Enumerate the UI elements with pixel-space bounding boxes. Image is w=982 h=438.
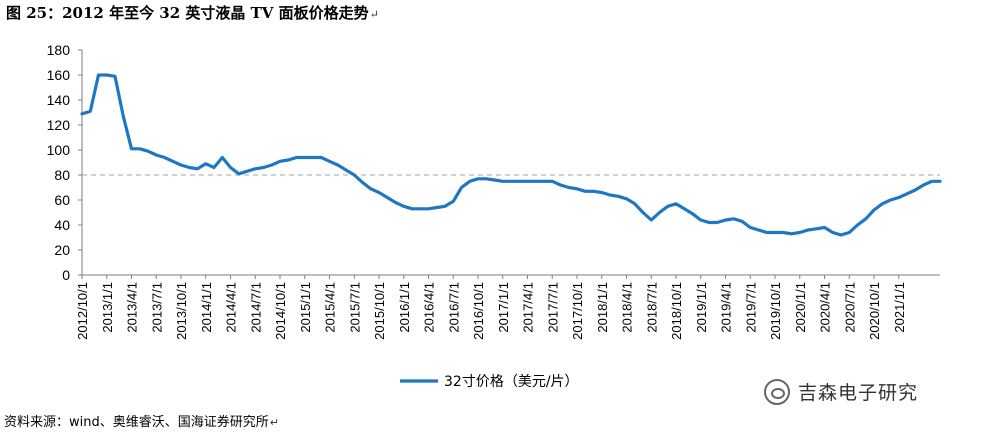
x-tick-label: 2015/4/1: [323, 282, 338, 333]
figure-title-text: 图 25：2012 年至今 32 英寸液晶 TV 面板价格走势: [6, 4, 369, 22]
y-tick-label: 60: [54, 192, 70, 208]
x-tick-label: 2014/10/1: [273, 282, 288, 340]
watermark-text: 吉森电子研究: [798, 382, 919, 404]
x-tick-label: 2016/7/1: [446, 282, 461, 333]
x-tick-label: 2013/4/1: [125, 282, 140, 333]
x-tick-label: 2014/7/1: [248, 282, 263, 333]
source-text: 资料来源：wind、奥维睿沃、国海证券研究所: [4, 415, 269, 430]
source-note: 资料来源：wind、奥维睿沃、国海证券研究所↵: [4, 411, 279, 430]
wechat-icon: [764, 378, 790, 405]
x-tick-label: 2018/4/1: [620, 282, 635, 333]
x-tick-label: 2013/10/1: [174, 282, 189, 340]
legend-label: 32寸价格（美元/片）: [444, 374, 579, 390]
x-tick-label: 2018/1/1: [595, 282, 610, 333]
figure-title: 图 25：2012 年至今 32 英寸液晶 TV 面板价格走势↵: [6, 2, 379, 23]
y-tick-label: 20: [54, 242, 70, 258]
source-paragraph-mark: ↵: [269, 416, 279, 429]
x-tick-label: 2015/1/1: [298, 282, 313, 333]
y-tick-label: 160: [47, 67, 71, 83]
x-tick-label: 2017/10/1: [570, 282, 585, 340]
y-tick-label: 120: [47, 117, 71, 133]
paragraph-mark: ↵: [369, 8, 379, 21]
x-tick-label: 2017/1/1: [496, 282, 511, 333]
series-group: [80, 73, 942, 237]
x-tick-label: 2020/7/1: [842, 282, 857, 333]
x-tick-label: 2015/7/1: [347, 282, 362, 333]
x-tick-label: 2015/10/1: [372, 282, 387, 340]
x-tick-label: 2012/10/1: [75, 282, 90, 340]
y-tick-label: 40: [54, 217, 70, 233]
y-tick-label: 80: [54, 167, 70, 183]
line-chart: 0 20 40 60 80 100 120 140 160 180 2012/10/1 2013/1…: [47, 42, 942, 390]
legend: 32寸价格（美元/片）: [400, 374, 579, 390]
x-tick-label: 2020/4/1: [818, 282, 833, 333]
x-tick-label: 2019/7/1: [743, 282, 758, 333]
x-tick-label: 2014/4/1: [224, 282, 239, 333]
y-tick-label: 0: [62, 267, 70, 283]
x-tick-label: 2019/10/1: [768, 282, 783, 340]
x-tick-label: 2016/4/1: [422, 282, 437, 333]
x-tick-label: 2017/7/1: [545, 282, 560, 333]
x-tick-label: 2016/10/1: [471, 282, 486, 340]
x-tick-label: 2021/1/1: [892, 282, 907, 333]
x-axis: 2012/10/1 2013/1/1 2013/4/1 2013/7/1 2013/10…: [75, 274, 940, 340]
y-tick-label: 140: [47, 92, 71, 108]
watermark: 吉森电子研究: [764, 378, 918, 405]
y-axis: 0 20 40 60 80 100 120 140 160 180: [47, 42, 83, 283]
y-tick-label: 100: [47, 142, 71, 158]
x-tick-label: 2016/1/1: [397, 282, 412, 333]
x-tick-label: 2020/10/1: [867, 282, 882, 340]
series-line-32-inch-price: [80, 73, 942, 237]
x-tick-label: 2017/4/1: [521, 282, 536, 333]
x-tick-label: 2020/1/1: [793, 282, 808, 333]
x-tick-label: 2019/4/1: [719, 282, 734, 333]
x-tick-label: 2013/7/1: [149, 282, 164, 333]
chart-container: 0 20 40 60 80 100 120 140 160 180 2012/10/1 2013/1…: [0, 28, 982, 406]
x-tick-label: 2013/1/1: [100, 282, 115, 333]
x-tick-label: 2018/7/1: [644, 282, 659, 333]
x-tick-label: 2014/1/1: [199, 282, 214, 333]
y-tick-label: 180: [47, 42, 71, 58]
x-tick-label: 2018/10/1: [669, 282, 684, 340]
x-tick-label: 2019/1/1: [694, 282, 709, 333]
